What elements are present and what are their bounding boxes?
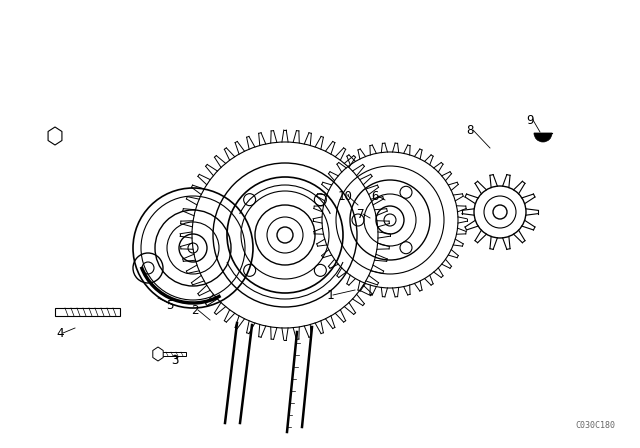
Text: 9: 9: [526, 113, 534, 126]
Text: 3: 3: [172, 353, 179, 366]
Text: 2: 2: [191, 303, 199, 316]
Polygon shape: [48, 127, 62, 145]
Text: 10: 10: [337, 190, 353, 202]
Text: 6: 6: [371, 190, 379, 202]
Polygon shape: [153, 347, 163, 361]
Text: 1: 1: [326, 289, 333, 302]
Wedge shape: [534, 133, 552, 142]
Text: 4: 4: [56, 327, 64, 340]
Bar: [55, 308, 120, 316]
Text: 5: 5: [166, 298, 173, 311]
Bar: [158, 352, 186, 356]
Text: C030C180: C030C180: [575, 421, 615, 430]
Text: 8: 8: [467, 124, 474, 137]
Text: 7: 7: [356, 207, 364, 220]
